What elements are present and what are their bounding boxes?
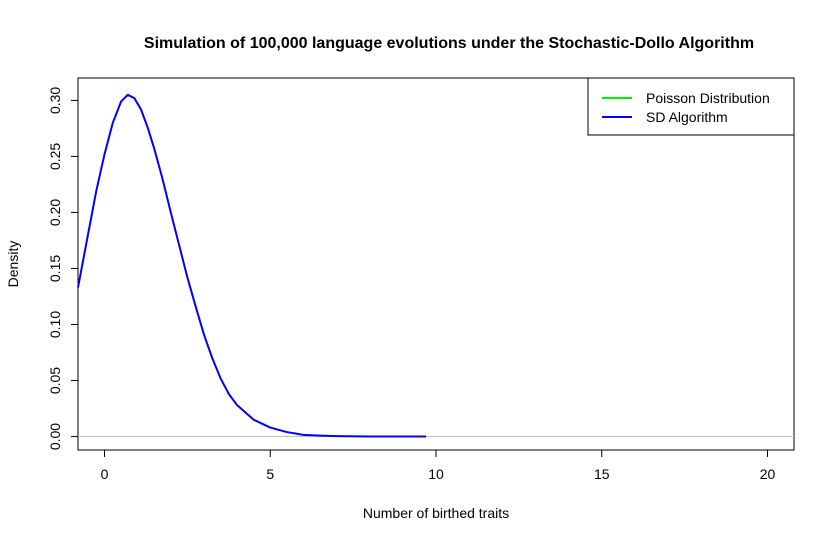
x-axis-label: Number of birthed traits	[363, 505, 509, 521]
y-tick-label: 0.00	[47, 423, 63, 450]
y-tick-label: 0.30	[47, 87, 63, 114]
x-axis: 0 5 10 15 20	[101, 450, 776, 482]
y-tick-label: 0.15	[47, 255, 63, 282]
x-tick-label: 10	[428, 466, 444, 482]
chart-title: Simulation of 100,000 language evolution…	[144, 35, 754, 52]
legend-label: Poisson Distribution	[646, 90, 770, 106]
y-tick-label: 0.05	[47, 367, 63, 394]
legend: Poisson Distribution SD Algorithm	[587, 77, 795, 136]
y-axis-label: Density	[5, 241, 21, 288]
x-tick-label: 5	[266, 466, 274, 482]
y-tick-label: 0.25	[47, 143, 63, 170]
series-line-1	[77, 93, 427, 438]
y-tick-label: 0.20	[47, 199, 63, 226]
legend-box	[587, 77, 795, 136]
legend-label: SD Algorithm	[646, 109, 728, 125]
x-tick-label: 20	[760, 466, 776, 482]
series-layer	[77, 93, 427, 438]
x-tick-label: 15	[594, 466, 610, 482]
y-tick-label: 0.10	[47, 311, 63, 338]
y-axis: 0.00 0.05 0.10 0.15 0.20 0.25 0.30	[47, 87, 78, 450]
x-tick-label: 0	[101, 466, 109, 482]
